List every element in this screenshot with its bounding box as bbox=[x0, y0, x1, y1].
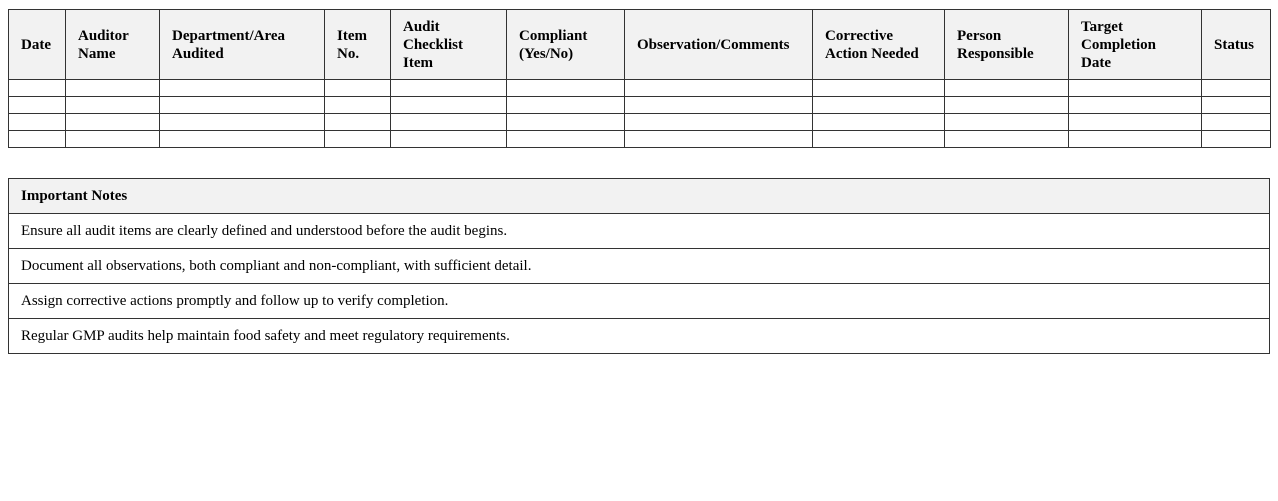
table-cell[interactable] bbox=[65, 113, 160, 131]
table-cell[interactable] bbox=[390, 79, 507, 97]
table-cell[interactable] bbox=[812, 113, 945, 131]
column-header: Compliant (Yes/No) bbox=[506, 9, 625, 80]
table-cell[interactable] bbox=[944, 130, 1069, 148]
table-cell[interactable] bbox=[506, 113, 625, 131]
table-row bbox=[8, 113, 1271, 131]
column-header: Corrective Action Needed bbox=[812, 9, 945, 80]
column-header: Item No. bbox=[324, 9, 391, 80]
table-cell[interactable] bbox=[390, 113, 507, 131]
table-cell[interactable] bbox=[8, 130, 66, 148]
table-cell[interactable] bbox=[506, 79, 625, 97]
table-cell[interactable] bbox=[159, 113, 325, 131]
table-cell[interactable] bbox=[390, 96, 507, 114]
note-text: Ensure all audit items are clearly defin… bbox=[8, 213, 1270, 249]
table-cell[interactable] bbox=[1201, 130, 1271, 148]
table-cell[interactable] bbox=[324, 113, 391, 131]
table-cell[interactable] bbox=[506, 96, 625, 114]
table-cell[interactable] bbox=[324, 130, 391, 148]
table-cell[interactable] bbox=[944, 113, 1069, 131]
note-text: Regular GMP audits help maintain food sa… bbox=[8, 318, 1270, 354]
notes-header-row: Important Notes bbox=[8, 178, 1270, 214]
notes-title: Important Notes bbox=[8, 178, 1270, 214]
table-cell[interactable] bbox=[8, 96, 66, 114]
column-header: Status bbox=[1201, 9, 1271, 80]
column-header: Target Completion Date bbox=[1068, 9, 1202, 80]
table-cell[interactable] bbox=[159, 130, 325, 148]
table-cell[interactable] bbox=[812, 130, 945, 148]
note-row: Ensure all audit items are clearly defin… bbox=[8, 213, 1270, 249]
column-header: Date bbox=[8, 9, 66, 80]
table-cell[interactable] bbox=[1068, 113, 1202, 131]
table-cell[interactable] bbox=[624, 130, 813, 148]
table-cell[interactable] bbox=[1201, 96, 1271, 114]
audit-log-table: Date Auditor Name Department/Area Audited I… bbox=[8, 9, 1271, 148]
table-cell[interactable] bbox=[159, 96, 325, 114]
column-header: Audit Checklist Item bbox=[390, 9, 507, 80]
table-cell[interactable] bbox=[1068, 79, 1202, 97]
table-cell[interactable] bbox=[944, 79, 1069, 97]
table-cell[interactable] bbox=[944, 96, 1069, 114]
column-header: Auditor Name bbox=[65, 9, 160, 80]
note-row: Assign corrective actions promptly and f… bbox=[8, 283, 1270, 319]
column-header: Observation/Comments bbox=[624, 9, 813, 80]
table-cell[interactable] bbox=[1068, 96, 1202, 114]
note-row: Regular GMP audits help maintain food sa… bbox=[8, 318, 1270, 354]
table-cell[interactable] bbox=[624, 96, 813, 114]
table-cell[interactable] bbox=[1068, 130, 1202, 148]
table-cell[interactable] bbox=[812, 79, 945, 97]
table-cell[interactable] bbox=[624, 113, 813, 131]
important-notes-table: Important Notes Ensure all audit items a… bbox=[8, 178, 1270, 354]
table-cell[interactable] bbox=[324, 96, 391, 114]
table-cell[interactable] bbox=[65, 130, 160, 148]
table-cell[interactable] bbox=[8, 113, 66, 131]
table-cell[interactable] bbox=[390, 130, 507, 148]
table-cell[interactable] bbox=[159, 79, 325, 97]
table-cell[interactable] bbox=[65, 96, 160, 114]
table-cell[interactable] bbox=[624, 79, 813, 97]
table-cell[interactable] bbox=[8, 79, 66, 97]
table-row bbox=[8, 130, 1271, 148]
table-cell[interactable] bbox=[506, 130, 625, 148]
header-row: Date Auditor Name Department/Area Audited I… bbox=[8, 9, 1271, 80]
note-text: Document all observations, both complian… bbox=[8, 248, 1270, 284]
column-header: Department/Area Audited bbox=[159, 9, 325, 80]
table-cell[interactable] bbox=[324, 79, 391, 97]
column-header: Person Responsible bbox=[944, 9, 1069, 80]
table-row bbox=[8, 96, 1271, 114]
note-text: Assign corrective actions promptly and f… bbox=[8, 283, 1270, 319]
table-row bbox=[8, 79, 1271, 97]
table-cell[interactable] bbox=[1201, 79, 1271, 97]
table-cell[interactable] bbox=[812, 96, 945, 114]
note-row: Document all observations, both complian… bbox=[8, 248, 1270, 284]
table-cell[interactable] bbox=[65, 79, 160, 97]
table-cell[interactable] bbox=[1201, 113, 1271, 131]
